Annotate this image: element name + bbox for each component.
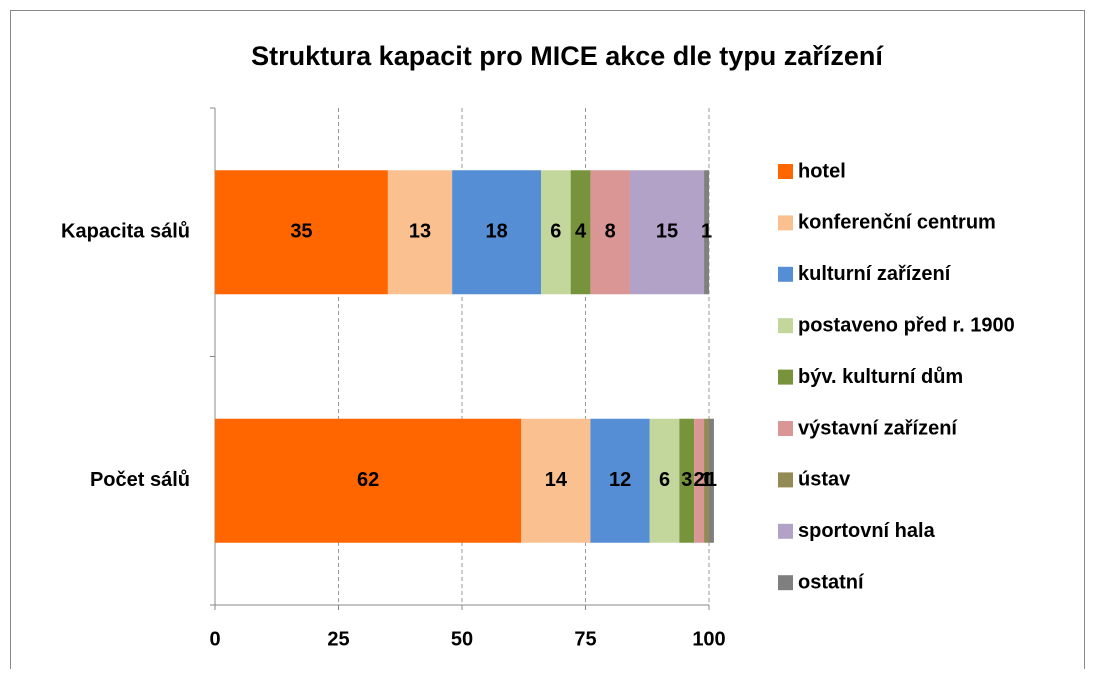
- bar-segment: [590, 418, 650, 543]
- data-label: 6: [550, 221, 561, 243]
- bar-segment: [590, 170, 630, 295]
- data-label: 18: [485, 221, 507, 243]
- bar-segment: [704, 418, 709, 543]
- legend-swatch: [778, 575, 793, 591]
- legend-label: býv. kulturní dům: [798, 366, 963, 388]
- bar-segment: [694, 418, 705, 543]
- data-label: 6: [659, 469, 670, 491]
- bar-segment: [215, 418, 522, 543]
- x-tick-label: 100: [692, 628, 725, 650]
- bar-segment: [704, 170, 709, 295]
- data-label: 1: [701, 221, 712, 243]
- y-tick-label: Kapacita sálů: [61, 221, 190, 243]
- x-tick-label: 0: [209, 628, 220, 650]
- data-label: 15: [656, 221, 678, 243]
- chart-frame: [10, 10, 1085, 674]
- data-label: 13: [409, 221, 431, 243]
- bar-segment: [570, 170, 591, 295]
- legend-swatch: [778, 318, 793, 334]
- chart-title: Struktura kapacit pro MICE akce dle typu…: [251, 41, 884, 71]
- legend-label: konferenční centrum: [798, 212, 996, 234]
- legend-swatch: [778, 369, 793, 385]
- data-label: 1: [706, 469, 717, 491]
- legend-swatch: [778, 266, 793, 282]
- legend-label: ústav: [798, 469, 851, 491]
- bar-segment: [215, 170, 388, 295]
- legend-swatch: [778, 523, 793, 539]
- legend-label: kulturní zařízení: [798, 263, 952, 285]
- bar-segment: [679, 418, 695, 543]
- data-label: 1: [701, 469, 712, 491]
- legend-swatch: [778, 421, 793, 436]
- data-label: 12: [609, 469, 631, 491]
- data-label: 35: [290, 221, 312, 243]
- legend-label: výstavní zařízení: [798, 417, 958, 439]
- data-label: 62: [357, 469, 379, 491]
- legend-label: sportovní hala: [798, 520, 936, 542]
- bar-segment: [649, 418, 680, 543]
- legend-label: postaveno před r. 1900: [798, 314, 1015, 336]
- bar-segment: [521, 418, 591, 543]
- bar-segment: [709, 418, 714, 543]
- bar-segment: [541, 170, 571, 295]
- legend-label: ostatní: [798, 571, 865, 593]
- bar-segment: [629, 170, 705, 295]
- data-label: 14: [545, 469, 568, 491]
- data-label: 3: [681, 469, 692, 491]
- x-tick-label: 25: [327, 628, 349, 650]
- legend-label: hotel: [798, 160, 846, 182]
- bar-segment: [387, 170, 453, 295]
- data-label: 2: [694, 469, 705, 491]
- legend-swatch: [778, 472, 793, 488]
- x-tick-label: 75: [574, 628, 596, 650]
- x-tick-label: 50: [451, 628, 473, 650]
- y-tick-label: Počet sálů: [90, 469, 190, 491]
- bar-segment: [452, 170, 542, 295]
- data-label: 4: [575, 221, 587, 243]
- legend-swatch: [778, 164, 793, 179]
- data-label: 8: [605, 221, 616, 243]
- legend-swatch: [778, 215, 793, 231]
